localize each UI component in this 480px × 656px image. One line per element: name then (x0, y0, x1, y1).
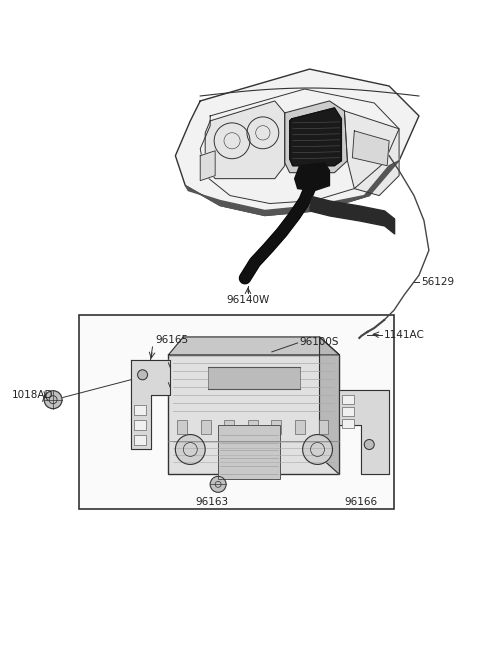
Polygon shape (352, 131, 389, 166)
Polygon shape (168, 337, 339, 355)
Polygon shape (339, 390, 389, 474)
Polygon shape (320, 337, 339, 474)
Bar (133, 420, 145, 430)
Circle shape (175, 434, 205, 464)
Polygon shape (200, 151, 215, 180)
Circle shape (364, 440, 374, 449)
Polygon shape (185, 161, 399, 215)
Polygon shape (290, 108, 341, 166)
Bar (248, 420, 258, 434)
Bar (79, 315, 394, 509)
Bar (342, 395, 354, 403)
Bar (342, 407, 354, 416)
Text: 96163: 96163 (195, 497, 228, 507)
Bar (133, 405, 145, 415)
Circle shape (210, 476, 226, 492)
Polygon shape (295, 163, 329, 191)
Text: 96100S: 96100S (300, 337, 339, 347)
Bar (319, 420, 328, 434)
Text: 96166: 96166 (344, 497, 377, 507)
Polygon shape (131, 360, 170, 449)
Bar (295, 420, 305, 434)
Bar (201, 420, 211, 434)
Bar (208, 367, 300, 389)
Polygon shape (285, 101, 348, 173)
Bar (342, 419, 354, 428)
Circle shape (302, 434, 333, 464)
Circle shape (138, 370, 147, 380)
Bar (272, 420, 281, 434)
Text: 1141AC: 1141AC (384, 330, 425, 340)
Bar (168, 355, 339, 474)
Circle shape (44, 391, 62, 409)
Polygon shape (205, 101, 285, 178)
Text: 96140W: 96140W (227, 295, 270, 305)
Polygon shape (344, 111, 399, 195)
Text: 56129: 56129 (421, 277, 454, 287)
Bar (133, 434, 145, 445)
Bar (178, 420, 187, 434)
Text: 1018AD: 1018AD (12, 390, 53, 400)
Text: 96165: 96165 (156, 335, 189, 345)
Bar (225, 420, 234, 434)
Bar (218, 424, 280, 480)
Polygon shape (175, 69, 419, 215)
